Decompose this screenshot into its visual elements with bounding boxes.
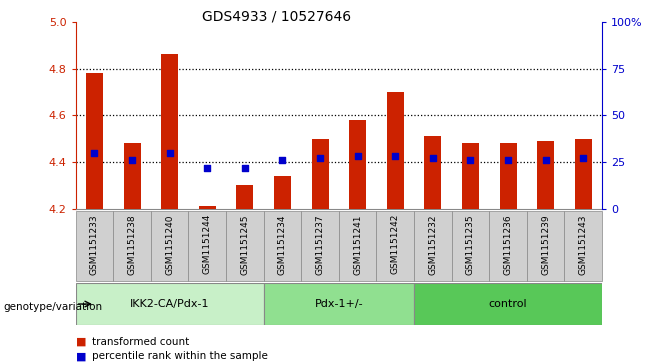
Text: percentile rank within the sample: percentile rank within the sample — [92, 351, 268, 362]
Point — [428, 155, 438, 161]
Bar — [414, 211, 451, 281]
Text: GSM1151234: GSM1151234 — [278, 214, 287, 274]
Text: GSM1151240: GSM1151240 — [165, 214, 174, 274]
Bar — [339, 211, 376, 281]
Point — [578, 155, 588, 161]
Point — [164, 150, 175, 155]
Bar — [451, 211, 490, 281]
Bar — [312, 139, 328, 209]
Bar — [76, 283, 264, 325]
Point — [277, 157, 288, 163]
Bar — [151, 211, 188, 281]
Point — [390, 154, 401, 159]
Point — [465, 157, 476, 163]
Text: GSM1151238: GSM1151238 — [128, 214, 137, 275]
Text: GSM1151235: GSM1151235 — [466, 214, 475, 275]
Bar — [301, 211, 339, 281]
Text: GSM1151236: GSM1151236 — [503, 214, 513, 275]
Bar — [462, 143, 479, 209]
Bar — [376, 211, 414, 281]
Bar — [414, 283, 602, 325]
Bar — [424, 136, 442, 209]
Text: GSM1151239: GSM1151239 — [541, 214, 550, 275]
Bar — [387, 92, 404, 209]
Bar — [86, 73, 103, 209]
Bar — [124, 143, 141, 209]
Text: GSM1151243: GSM1151243 — [579, 214, 588, 274]
Text: GSM1151245: GSM1151245 — [240, 214, 249, 274]
Point — [353, 154, 363, 159]
Bar — [226, 211, 264, 281]
Text: GSM1151233: GSM1151233 — [90, 214, 99, 275]
Bar — [349, 120, 366, 209]
Bar — [527, 211, 565, 281]
Text: genotype/variation: genotype/variation — [3, 302, 103, 312]
Point — [202, 165, 213, 171]
Bar — [236, 185, 253, 209]
Point — [315, 155, 325, 161]
Text: transformed count: transformed count — [92, 337, 190, 347]
Bar — [565, 211, 602, 281]
Point — [89, 150, 100, 155]
Bar — [537, 141, 554, 209]
Bar — [264, 211, 301, 281]
Bar — [490, 211, 527, 281]
Point — [240, 165, 250, 171]
Bar — [76, 211, 113, 281]
Text: IKK2-CA/Pdx-1: IKK2-CA/Pdx-1 — [130, 299, 209, 309]
Point — [503, 157, 513, 163]
Text: GSM1151232: GSM1151232 — [428, 214, 438, 274]
Text: ■: ■ — [76, 351, 86, 362]
Bar — [274, 176, 291, 209]
Bar — [499, 143, 517, 209]
Point — [127, 157, 138, 163]
Point — [540, 157, 551, 163]
Text: GSM1151242: GSM1151242 — [391, 214, 400, 274]
Text: control: control — [489, 299, 527, 309]
Text: GDS4933 / 10527646: GDS4933 / 10527646 — [202, 9, 351, 23]
Bar — [199, 207, 216, 209]
Text: Pdx-1+/-: Pdx-1+/- — [315, 299, 363, 309]
Text: GSM1151241: GSM1151241 — [353, 214, 362, 274]
Bar — [575, 139, 592, 209]
Bar — [161, 54, 178, 209]
Bar — [188, 211, 226, 281]
Text: ■: ■ — [76, 337, 86, 347]
Bar — [113, 211, 151, 281]
Bar — [264, 283, 414, 325]
Text: GSM1151237: GSM1151237 — [316, 214, 324, 275]
Text: GSM1151244: GSM1151244 — [203, 214, 212, 274]
